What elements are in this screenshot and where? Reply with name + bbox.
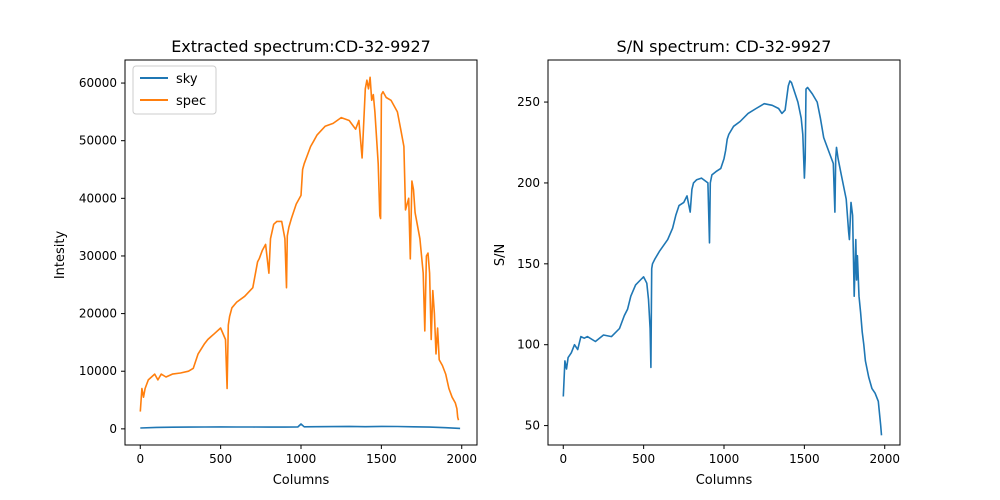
right-y-tick-label: 50 xyxy=(525,419,540,433)
left-x-axis-label: Columns xyxy=(273,473,330,488)
right-plot-area: 0 500 1000 1500 2000 50 100 150 200 250 xyxy=(517,59,901,466)
right-y-tick-label: 100 xyxy=(517,338,540,352)
right-y-tick-label: 150 xyxy=(517,257,540,271)
left-x-tick-label: 1000 xyxy=(286,452,317,466)
right-x-axis-label: Columns xyxy=(696,473,753,488)
right-x-tick-label: 500 xyxy=(632,452,655,466)
right-y-tick-label: 250 xyxy=(517,95,540,109)
left-y-tick-label: 0 xyxy=(109,422,117,436)
left-x-tick-label: 1500 xyxy=(366,452,397,466)
right-series-line-0 xyxy=(562,80,883,436)
legend: sky spec xyxy=(132,65,217,115)
right-x-tick-label: 0 xyxy=(559,452,567,466)
left-x-tick-label: 500 xyxy=(209,452,232,466)
left-y-tick-label: 40000 xyxy=(79,191,117,205)
left-chart-title: Extracted spectrum:CD-32-9927 xyxy=(171,37,431,56)
right-x-tick-label: 1000 xyxy=(709,452,740,466)
left-plot-area: 0 500 1000 1500 2000010000200003000040000500… xyxy=(79,59,478,466)
left-y-tick-label: 20000 xyxy=(79,307,117,321)
left-y-tick-label: 30000 xyxy=(79,249,117,263)
legend-spec-label: spec xyxy=(176,94,206,109)
left-y-tick-label: 60000 xyxy=(79,76,117,90)
left-series-spec xyxy=(139,76,460,421)
left-x-tick-label: 2000 xyxy=(446,452,477,466)
left-y-axis-label: Intesity xyxy=(53,231,68,280)
right-y-axis-label: S/N xyxy=(493,244,508,266)
left-x-tick-label: 0 xyxy=(136,452,144,466)
right-x-tick-label: 2000 xyxy=(869,452,900,466)
right-chart: S/N spectrum: CD-32-9927 0 500 1000 1500 200… xyxy=(493,37,901,488)
left-series-sky xyxy=(140,423,461,430)
legend-sky-label: sky xyxy=(176,72,198,87)
left-y-tick-label: 50000 xyxy=(79,134,117,148)
right-x-tick-label: 1500 xyxy=(789,452,820,466)
right-chart-title: S/N spectrum: CD-32-9927 xyxy=(617,37,832,56)
right-y-tick-label: 200 xyxy=(517,176,540,190)
left-y-tick-label: 10000 xyxy=(79,364,117,378)
left-chart: Extracted spectrum:CD-32-9927 0 500 1000 15… xyxy=(53,37,478,488)
